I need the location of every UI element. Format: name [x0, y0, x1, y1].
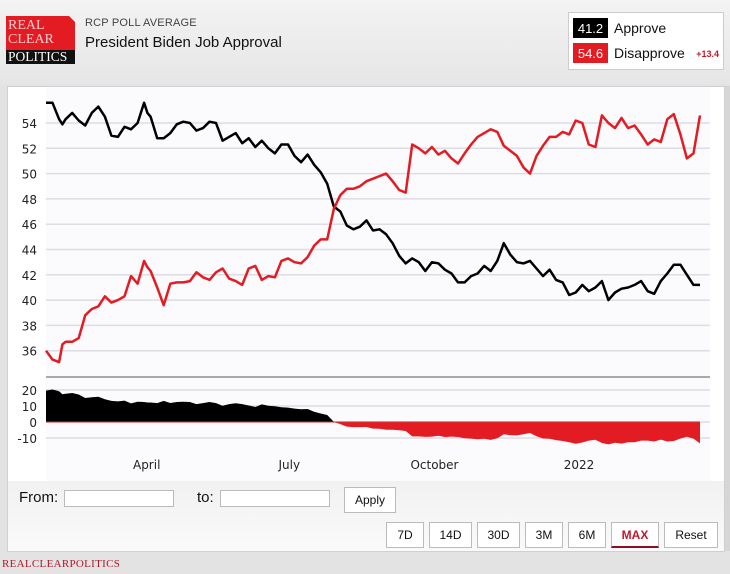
spread-y-tick-label: 0 — [29, 416, 37, 430]
to-date-input[interactable] — [220, 490, 330, 507]
logo-line-2: CLEAR — [8, 32, 54, 47]
range-14d-button[interactable]: 14D — [429, 522, 472, 548]
page-subtitle: RCP POLL AVERAGE — [85, 17, 197, 29]
logo-corner-fold — [69, 16, 75, 22]
legend-disapprove: 54.6 Disapprove — [573, 43, 685, 63]
y-tick-label: 48 — [22, 193, 37, 207]
x-tick-label: April — [133, 458, 160, 472]
spread-y-tick-label: -10 — [17, 432, 37, 446]
footer-brand[interactable]: REALCLEARPOLITICS — [2, 558, 121, 570]
range-6m-button[interactable]: 6M — [568, 522, 606, 548]
to-label: to: — [197, 489, 214, 506]
chart-panel: 36 38 40 42 44 46 48 50 52 54 -10 0 10 20 April July Oct… — [7, 86, 725, 482]
series-line-disapprove — [44, 112, 702, 364]
from-label: From: — [19, 489, 59, 506]
y-tick-label: 42 — [22, 269, 37, 283]
x-tick-label: July — [277, 458, 300, 472]
logo-line-3: POLITICS — [8, 49, 68, 64]
chart-svg[interactable]: 36 38 40 42 44 46 48 50 52 54 -10 0 10 20 April July Oct… — [8, 87, 724, 481]
disapprove-value: 54.6 — [573, 43, 608, 63]
spread-y-tick-label: 20 — [22, 384, 37, 398]
page-title: President Biden Job Approval — [85, 34, 282, 51]
x-tick-label: October — [410, 458, 458, 472]
x-tick-label: 2022 — [564, 458, 595, 472]
y-tick-label: 52 — [22, 142, 37, 156]
logo-red-block — [6, 16, 75, 50]
from-date-input[interactable] — [64, 490, 174, 507]
apply-button[interactable]: Apply — [344, 487, 396, 513]
y-tick-label: 40 — [22, 294, 37, 308]
range-7d-button[interactable]: 7D — [386, 522, 424, 548]
spread-area-negative — [46, 422, 700, 445]
range-max-button[interactable]: MAX — [611, 522, 659, 548]
y-tick-label: 44 — [22, 244, 37, 258]
legend-approve: 41.2 Approve — [573, 18, 666, 38]
spread-value: +13.4 — [696, 49, 719, 59]
spread-y-tick-label: 10 — [22, 400, 37, 414]
y-tick-label: 50 — [22, 168, 37, 182]
reset-button[interactable]: Reset — [664, 522, 718, 548]
series-line-approve — [46, 101, 700, 302]
approve-value: 41.2 — [573, 18, 608, 38]
legend: 41.2 Approve 54.6 Disapprove +13.4 — [568, 12, 724, 70]
y-tick-label: 46 — [22, 218, 37, 232]
disapprove-label: Disapprove — [614, 45, 685, 61]
header: REAL CLEAR POLITICS RCP POLL AVERAGE Pre… — [0, 0, 730, 84]
y-tick-label: 54 — [22, 117, 37, 131]
spread-area-positive — [46, 389, 700, 422]
page-scrollbar[interactable] — [725, 86, 730, 551]
date-controls: From: to: Apply 7D 14D 30D 3M 6M MAX Res… — [7, 481, 725, 552]
range-3m-button[interactable]: 3M — [525, 522, 563, 548]
logo-black-block — [6, 50, 75, 64]
logo-line-1: REAL — [8, 18, 45, 33]
y-tick-label: 36 — [22, 345, 37, 359]
range-30d-button[interactable]: 30D — [477, 522, 520, 548]
rcp-logo[interactable]: REAL CLEAR POLITICS — [6, 16, 75, 64]
approve-label: Approve — [614, 20, 667, 36]
y-tick-label: 38 — [22, 319, 37, 333]
